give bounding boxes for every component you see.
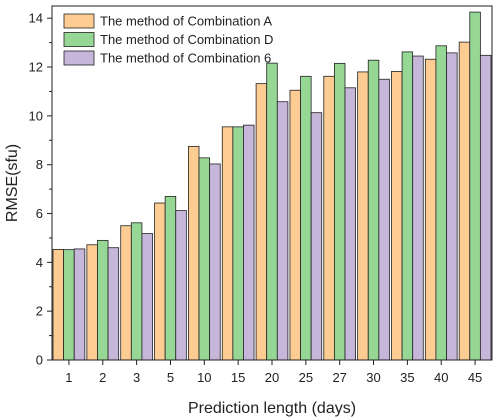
y-tick-label: 10 bbox=[29, 108, 43, 123]
bar bbox=[141, 233, 153, 361]
bar bbox=[52, 249, 65, 361]
bar bbox=[367, 59, 380, 361]
x-tick-label: 20 bbox=[265, 370, 279, 385]
bar bbox=[130, 222, 143, 361]
bar bbox=[107, 247, 120, 361]
bar bbox=[424, 58, 437, 361]
x-tick-label: 30 bbox=[366, 370, 380, 385]
legend-label: The method of Combination A bbox=[100, 14, 272, 29]
y-tick-label: 12 bbox=[29, 60, 43, 75]
y-tick-label: 6 bbox=[36, 206, 43, 221]
bar bbox=[73, 248, 86, 361]
bar bbox=[446, 52, 458, 361]
bar bbox=[458, 41, 471, 361]
x-axis-title: Prediction length (days) bbox=[188, 400, 356, 417]
bar bbox=[221, 126, 234, 361]
bar bbox=[300, 75, 312, 361]
bar bbox=[120, 225, 132, 361]
bar bbox=[391, 71, 403, 361]
legend-swatch bbox=[63, 13, 95, 29]
bar bbox=[323, 75, 335, 361]
y-tick-label: 8 bbox=[36, 157, 43, 172]
bar bbox=[289, 89, 301, 361]
bars bbox=[52, 11, 492, 361]
y-axis-title: RMSE(sfu) bbox=[4, 144, 21, 222]
y-tick-label: 4 bbox=[36, 255, 43, 270]
x-tick-label: 27 bbox=[332, 370, 346, 385]
bar bbox=[63, 249, 75, 361]
bar bbox=[164, 196, 177, 361]
x-tick-label: 15 bbox=[231, 370, 245, 385]
legend-swatch bbox=[63, 32, 95, 47]
bar bbox=[154, 202, 166, 361]
bar bbox=[333, 62, 346, 361]
bar bbox=[188, 145, 200, 361]
y-tick-label: 14 bbox=[29, 11, 43, 26]
bar bbox=[86, 244, 98, 361]
bar bbox=[469, 11, 481, 361]
bar bbox=[209, 163, 221, 361]
bar bbox=[412, 55, 424, 361]
bar bbox=[232, 126, 244, 361]
y-tick-label: 0 bbox=[36, 353, 43, 368]
x-tick-label: 10 bbox=[197, 370, 211, 385]
bar bbox=[266, 62, 278, 361]
x-tick-label: 2 bbox=[99, 370, 106, 385]
x-tick-label: 3 bbox=[133, 370, 140, 385]
legend: The method of Combination A The method of… bbox=[63, 13, 273, 66]
bar bbox=[255, 83, 268, 361]
bar bbox=[97, 239, 109, 361]
bar bbox=[344, 87, 356, 361]
x-tick-label: 45 bbox=[468, 370, 482, 385]
x-tick-label: 40 bbox=[434, 370, 448, 385]
bar bbox=[175, 210, 187, 361]
bar bbox=[243, 124, 255, 361]
legend-label: The method of Combination 6 bbox=[100, 51, 271, 66]
bar bbox=[310, 112, 323, 361]
bar bbox=[198, 157, 211, 361]
x-tick-label: 5 bbox=[167, 370, 174, 385]
x-tick-label: 35 bbox=[400, 370, 414, 385]
x-tick-label: 1 bbox=[65, 370, 72, 385]
y-tick-label: 2 bbox=[36, 304, 43, 319]
bar bbox=[401, 51, 414, 361]
bar bbox=[479, 54, 492, 361]
bar bbox=[276, 101, 289, 361]
legend-swatch bbox=[63, 50, 95, 66]
x-tick-label: 25 bbox=[299, 370, 313, 385]
legend-label: The method of Combination D bbox=[100, 32, 273, 47]
bar bbox=[378, 78, 390, 361]
bar bbox=[435, 45, 447, 361]
bar bbox=[357, 71, 369, 361]
